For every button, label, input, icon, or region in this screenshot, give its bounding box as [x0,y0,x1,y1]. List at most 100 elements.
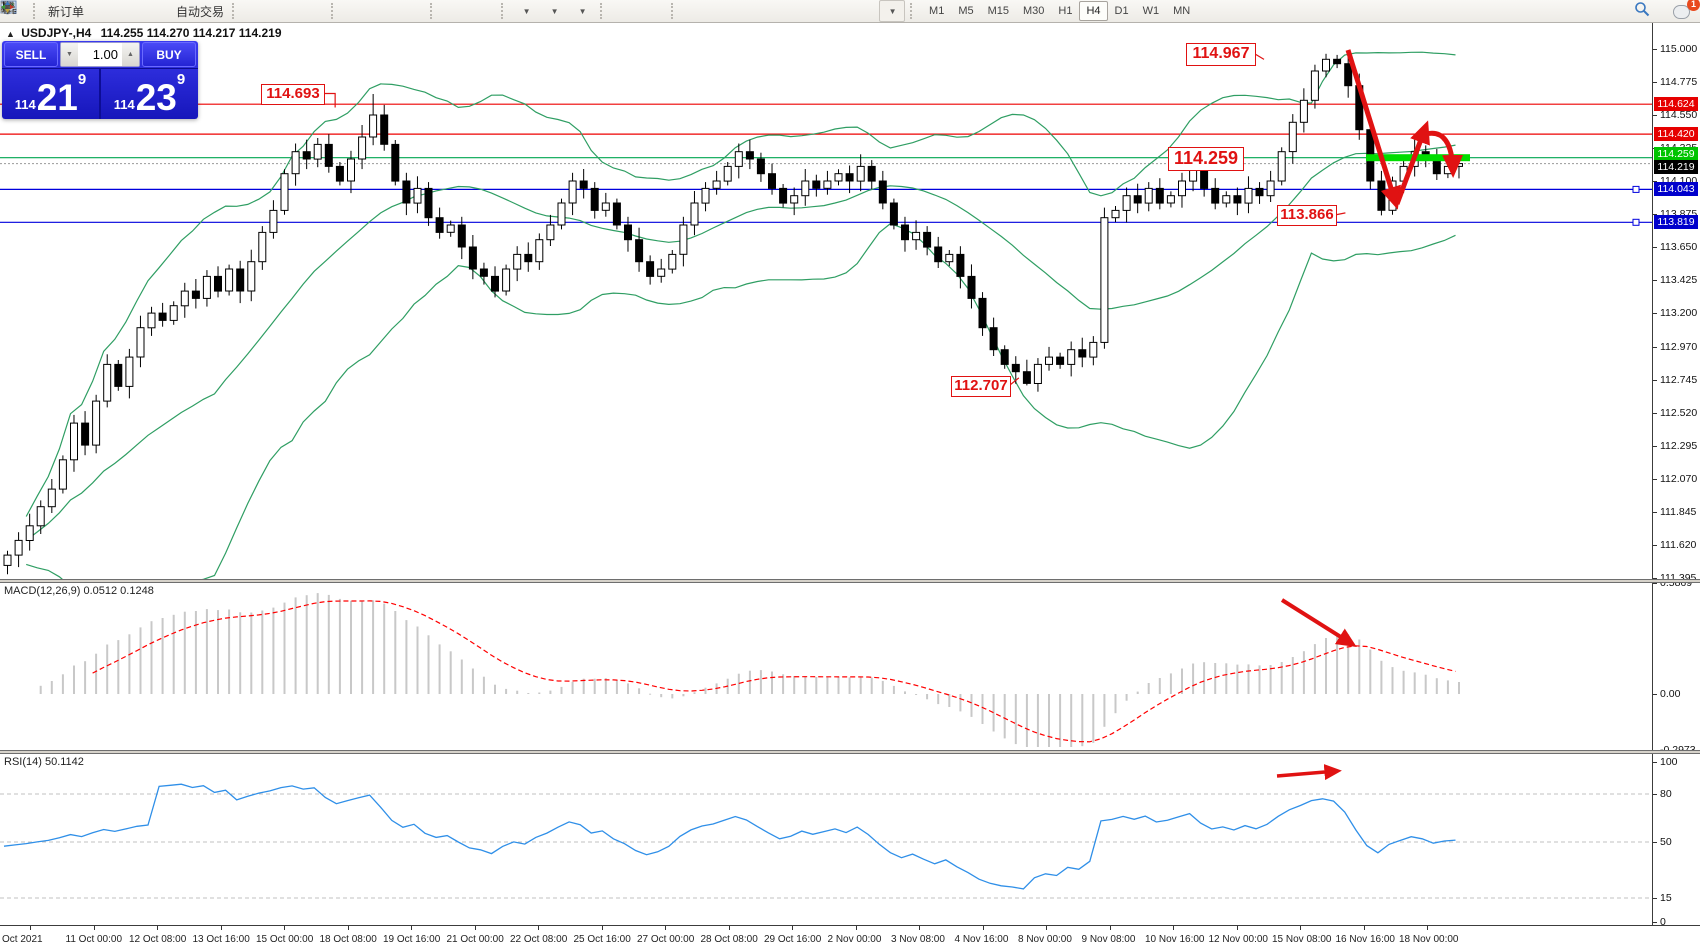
sell-button[interactable]: SELL [4,42,58,67]
signal-button[interactable] [3,0,171,22]
volume-input[interactable] [78,43,122,66]
rsi-panel[interactable] [0,754,1652,925]
timeframe-d1[interactable]: D1 [1114,5,1129,17]
axis-tick-label: 114.775 [1660,76,1698,88]
axis-tick [1653,346,1657,348]
main-chart-panel[interactable]: 114.693 114.967 114.259 113.866 112.707 [0,23,1652,579]
price-annotation[interactable]: 114.967 [1186,43,1256,66]
indicator-window2-button[interactable] [0,0,496,22]
axis-tick [1653,577,1657,579]
price-annotation[interactable]: 113.866 [1277,205,1337,226]
label-callout [323,92,336,108]
zoom-out-button[interactable] [1,0,397,22]
crosshair-tool[interactable] [1,0,666,22]
label-tool[interactable]: T [0,0,877,22]
one-click-trading-widget: SELL ▼ ▲ BUY 114 21 9 114 23 9 [2,41,198,119]
zoom-in-button[interactable] [1,0,369,22]
gold-button[interactable] [0,0,115,22]
vline-tool[interactable] [4,0,709,22]
line-handle[interactable] [1632,218,1640,226]
fibonacci-tool[interactable]: F [1,0,821,22]
notification-count-badge: 1 [1687,0,1700,11]
bar-chart-button[interactable] [2,0,270,22]
price-axis[interactable]: 115.000114.775114.550114.325114.100113.8… [1652,23,1700,928]
macd-panel[interactable] [0,583,1652,750]
buy-button[interactable]: BUY [142,42,196,67]
template-button[interactable]: ▼ [0,0,595,22]
time-label: 4 Nov 16:00 [954,934,1009,945]
line-handle[interactable] [1632,185,1640,193]
timeframe-h1[interactable]: H1 [1058,5,1073,17]
price-tag: 114.219 [1654,159,1698,174]
time-label: 18 Oct 08:00 [319,934,377,945]
volume-decrease-button[interactable]: ▼ [61,43,78,66]
new-order-button[interactable]: 新订单 [1,0,87,22]
macd-trend-arrow[interactable] [1280,598,1357,647]
trend-arrow[interactable] [1345,49,1401,210]
time-tick [792,926,793,930]
svg-text:F: F [13,9,17,15]
search-button[interactable] [1634,1,1660,23]
text-tool[interactable]: A [2,0,849,22]
trendline-tool[interactable] [1,0,765,22]
label-callout [1335,212,1346,216]
trend-arrow[interactable] [1394,120,1430,205]
sell-price-display[interactable]: 114 21 9 [2,69,101,119]
time-label: 9 Nov 08:00 [1081,934,1136,945]
axis-tick-label: 113.425 [1660,274,1698,287]
rsi-canvas[interactable] [0,754,1652,925]
time-label: 10 Nov 16:00 [1145,934,1205,945]
panel-separator[interactable] [0,750,1700,754]
price-annotation[interactable]: 114.259 [1168,147,1244,171]
time-label: Oct 2021 [2,934,43,945]
axis-tick-label: 80 [1660,788,1672,800]
macd-canvas[interactable] [0,583,1652,750]
timeframe-m30[interactable]: M30 [1023,5,1045,17]
time-tick [919,926,920,930]
arrows-tool[interactable]: ▼ [1,0,906,22]
timeframe-mn[interactable]: MN [1173,5,1191,17]
bollinger-upper [25,51,1456,517]
text-icon: A [2,0,12,14]
line-chart-button[interactable] [0,0,326,22]
indicator-window-button[interactable] [0,0,468,22]
period-button[interactable]: ▼ [0,0,567,22]
dropdown-caret: ▼ [522,6,531,16]
cloud-button[interactable] [0,0,143,22]
chart-title: ▲ USDJPY-,H4 114.255 114.270 114.217 114… [6,26,282,40]
candlestick-chart-button[interactable] [1,0,298,22]
time-tick [220,926,222,930]
hline-tool[interactable] [1,0,737,22]
buy-price-figure: 114 [113,97,135,112]
time-axis[interactable]: Oct 2021 11 Oct 00:00 12 Oct 08:00 13 Oct 1… [0,925,1700,949]
cursor-tool[interactable] [3,0,638,22]
time-tick [538,926,539,930]
main-chart-canvas[interactable] [0,23,1652,579]
highlight-level-bar[interactable] [1366,154,1470,162]
timeframe-w1[interactable]: W1 [1142,5,1160,17]
rsi-trend-arrow[interactable] [1276,764,1342,781]
axis-tick [1653,445,1657,447]
price-tag: 114.259 [1654,146,1698,161]
toolbar-grip [33,3,40,19]
auto-trading-button[interactable]: 自动交易 [0,0,227,22]
time-label: 22 Oct 08:00 [510,934,568,945]
timeframe-m5[interactable]: M5 [958,5,974,17]
auto-trading-label: 自动交易 [176,4,225,19]
panel-separator[interactable] [0,579,1700,583]
notifications-button[interactable]: 1 [1668,0,1700,23]
timeframe-m15[interactable]: M15 [987,5,1009,17]
volume-stepper: ▼ ▲ [60,42,140,67]
channel-tool[interactable]: E [0,0,793,22]
timeframe-m1[interactable]: M1 [929,5,945,17]
buy-price-display[interactable]: 114 23 9 [101,69,198,119]
price-annotation[interactable]: 112.707 [951,376,1011,397]
new-chart-button[interactable]: ▼ [0,0,539,22]
tile-windows-button[interactable] [1,0,425,22]
price-annotation[interactable]: 114.693 [261,84,325,105]
timeframe-h4[interactable]: H4 [1079,1,1108,21]
trend-arrow[interactable] [1425,130,1464,178]
axis-tick [1653,544,1657,546]
volume-increase-button[interactable]: ▲ [122,43,139,66]
axis-tick-label: 112.295 [1660,439,1698,452]
